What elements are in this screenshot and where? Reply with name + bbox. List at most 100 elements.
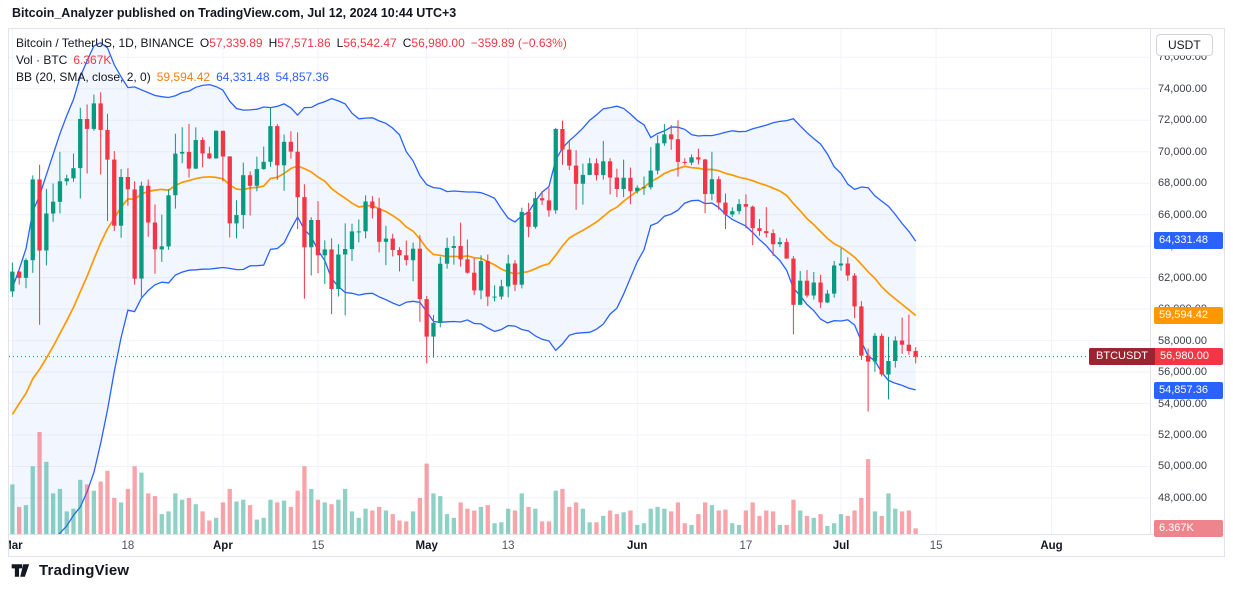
tradingview-wordmark[interactable]: TradingView [39, 562, 130, 579]
candle-body [363, 201, 368, 232]
volume-bar [51, 493, 56, 534]
price-tick-label: 74,000.00 [1158, 82, 1207, 95]
volume-bar [709, 505, 715, 534]
volume-bar [825, 525, 830, 534]
price-tick-label: 66,000.00 [1158, 208, 1207, 221]
candle-body [51, 201, 56, 214]
price-axis[interactable]: USDT 48,000.00 50,000.00 52,000.00 54,000.0… [1089, 29, 1224, 537]
bb-lower-label: 54,857.36 [1154, 381, 1223, 399]
candle-body [859, 306, 864, 356]
ohlc-low-letter: L [336, 36, 344, 50]
volume-bar [247, 505, 253, 534]
time-label-month: Mar [9, 540, 23, 552]
candle-body [757, 228, 762, 231]
price-tick-label: 58,000.00 [1158, 334, 1207, 347]
legend-bb-row: BB (20, SMA, close, 2, 0) 59,594.42 64,3… [16, 69, 567, 85]
candle-body [804, 280, 810, 296]
candle-body [390, 238, 395, 250]
volume-bar [431, 493, 436, 534]
volume-bar [472, 510, 477, 534]
volume-bar [37, 432, 42, 534]
volume-bar [519, 493, 524, 534]
candle-body [84, 119, 90, 129]
bb-basis-label: 59,594.42 [1154, 307, 1223, 324]
candle-body [275, 126, 280, 166]
volume-bar [743, 510, 748, 534]
time-label-day: 13 [501, 540, 515, 552]
candle-body [220, 130, 226, 157]
candle-body [587, 163, 592, 175]
chart-widget: Bitcoin / TetherUS, 1D, BINANCE O 57,339… [8, 28, 1225, 557]
candle-body [71, 168, 76, 179]
ohlc-close-value: 56,980.00 [411, 36, 465, 50]
volume-bar [682, 523, 687, 534]
candle-body [485, 261, 490, 297]
candle-body [458, 246, 463, 260]
candle-body [152, 222, 158, 250]
ohlc-open-letter: O [199, 36, 210, 50]
volume-bar [478, 506, 484, 534]
volume-bar [302, 466, 307, 534]
candle-body [492, 296, 497, 298]
time-axis[interactable]: Mar 18 Apr 15 May 13 Jun 17 Jul 15 Aug [9, 534, 1224, 556]
volume-bar [390, 514, 395, 534]
volume-bar [750, 502, 755, 534]
candle-body [383, 238, 389, 242]
volume-bar [288, 506, 293, 534]
volume-bar [125, 488, 130, 534]
volume-bar [798, 510, 803, 534]
price-chart-svg[interactable] [9, 29, 1150, 534]
volume-study-title[interactable]: Vol · BTC [16, 53, 68, 67]
candle-body [438, 263, 443, 323]
candle-body [628, 177, 633, 192]
candle-body [879, 335, 884, 375]
candle-body [410, 248, 416, 261]
volume-bar [662, 508, 667, 534]
volume-bar [424, 463, 429, 534]
candle-body [730, 211, 735, 215]
tradingview-logo[interactable] [11, 561, 32, 580]
candle-body [356, 231, 361, 233]
candle-body [703, 159, 708, 194]
candle-body [866, 355, 871, 362]
bb-fill [12, 42, 916, 534]
candle-body [98, 103, 103, 130]
candle-body [247, 175, 253, 186]
symbol-title[interactable]: Bitcoin / TetherUS, 1D, BINANCE [16, 36, 194, 50]
candle-body [607, 161, 613, 178]
volume-bar [78, 479, 83, 534]
time-label-month: May [415, 540, 438, 552]
time-label-day: 17 [739, 540, 753, 552]
candle-body [44, 213, 49, 251]
volume-label: 6.367K [1154, 519, 1223, 537]
volume-bar [30, 466, 35, 534]
volume-bar [540, 521, 545, 534]
candle-body [906, 344, 911, 351]
candle-body [302, 197, 307, 248]
bb-study-title[interactable]: BB (20, SMA, close, 2, 0) [16, 70, 151, 84]
volume-bar [723, 509, 728, 534]
candle-body [648, 170, 653, 188]
volume-bar [499, 522, 504, 534]
candle-body [499, 286, 504, 297]
candle-body [234, 215, 239, 224]
volume-bar [859, 497, 864, 534]
volume-bar [57, 488, 63, 534]
volume-bar [322, 502, 327, 534]
legend-symbol-row: Bitcoin / TetherUS, 1D, BINANCE O 57,339… [16, 35, 567, 51]
volume-bar [268, 499, 273, 534]
volume-bar [832, 523, 837, 534]
price-tick-label: 50,000.00 [1158, 460, 1207, 473]
candle-body [23, 260, 29, 278]
volume-bar [349, 511, 355, 534]
volume-bar [214, 517, 219, 534]
bb-upper-line [11, 41, 917, 289]
candle-body [675, 139, 681, 162]
volume-bar [580, 508, 585, 534]
volume-bar [241, 499, 246, 534]
volume-bar [703, 502, 708, 534]
candle-body [261, 161, 266, 170]
currency-button[interactable]: USDT [1156, 34, 1213, 56]
volume-bar [567, 506, 572, 534]
volume-bar [438, 496, 443, 534]
